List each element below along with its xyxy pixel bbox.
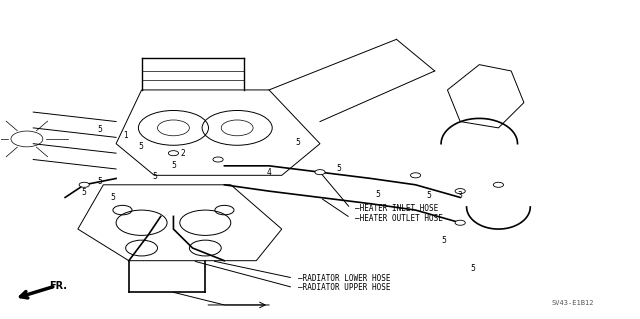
Text: 5: 5 xyxy=(152,172,157,182)
Text: —HEATER OUTLET HOSE: —HEATER OUTLET HOSE xyxy=(355,213,443,222)
Circle shape xyxy=(455,189,465,194)
Circle shape xyxy=(410,173,420,178)
Circle shape xyxy=(493,182,504,187)
Text: 5: 5 xyxy=(470,264,476,273)
Text: 5: 5 xyxy=(138,142,143,151)
Text: —HEATER INLET HOSE: —HEATER INLET HOSE xyxy=(355,204,438,213)
Circle shape xyxy=(315,170,325,175)
Text: 5: 5 xyxy=(337,165,342,174)
Circle shape xyxy=(79,182,90,187)
Text: 5: 5 xyxy=(98,125,102,134)
Text: 5: 5 xyxy=(295,137,300,147)
Text: FR.: FR. xyxy=(49,281,67,291)
Text: 5: 5 xyxy=(171,161,176,170)
Text: 5: 5 xyxy=(82,188,86,197)
Text: 2: 2 xyxy=(180,149,186,158)
Text: 5: 5 xyxy=(442,236,447,245)
Text: 5: 5 xyxy=(426,191,431,200)
Text: 3: 3 xyxy=(458,191,463,200)
Circle shape xyxy=(213,157,223,162)
Text: 4: 4 xyxy=(267,168,271,177)
Text: —RADIATOR LOWER HOSE: —RADIATOR LOWER HOSE xyxy=(298,274,390,283)
Text: 5: 5 xyxy=(98,177,102,186)
Text: 5: 5 xyxy=(111,193,115,202)
Circle shape xyxy=(168,151,179,156)
Text: —RADIATOR UPPER HOSE: —RADIATOR UPPER HOSE xyxy=(298,283,390,292)
Text: 5: 5 xyxy=(375,190,380,199)
Circle shape xyxy=(455,220,465,225)
Text: SV43-E1B12: SV43-E1B12 xyxy=(552,300,594,306)
Text: 1: 1 xyxy=(124,131,128,140)
